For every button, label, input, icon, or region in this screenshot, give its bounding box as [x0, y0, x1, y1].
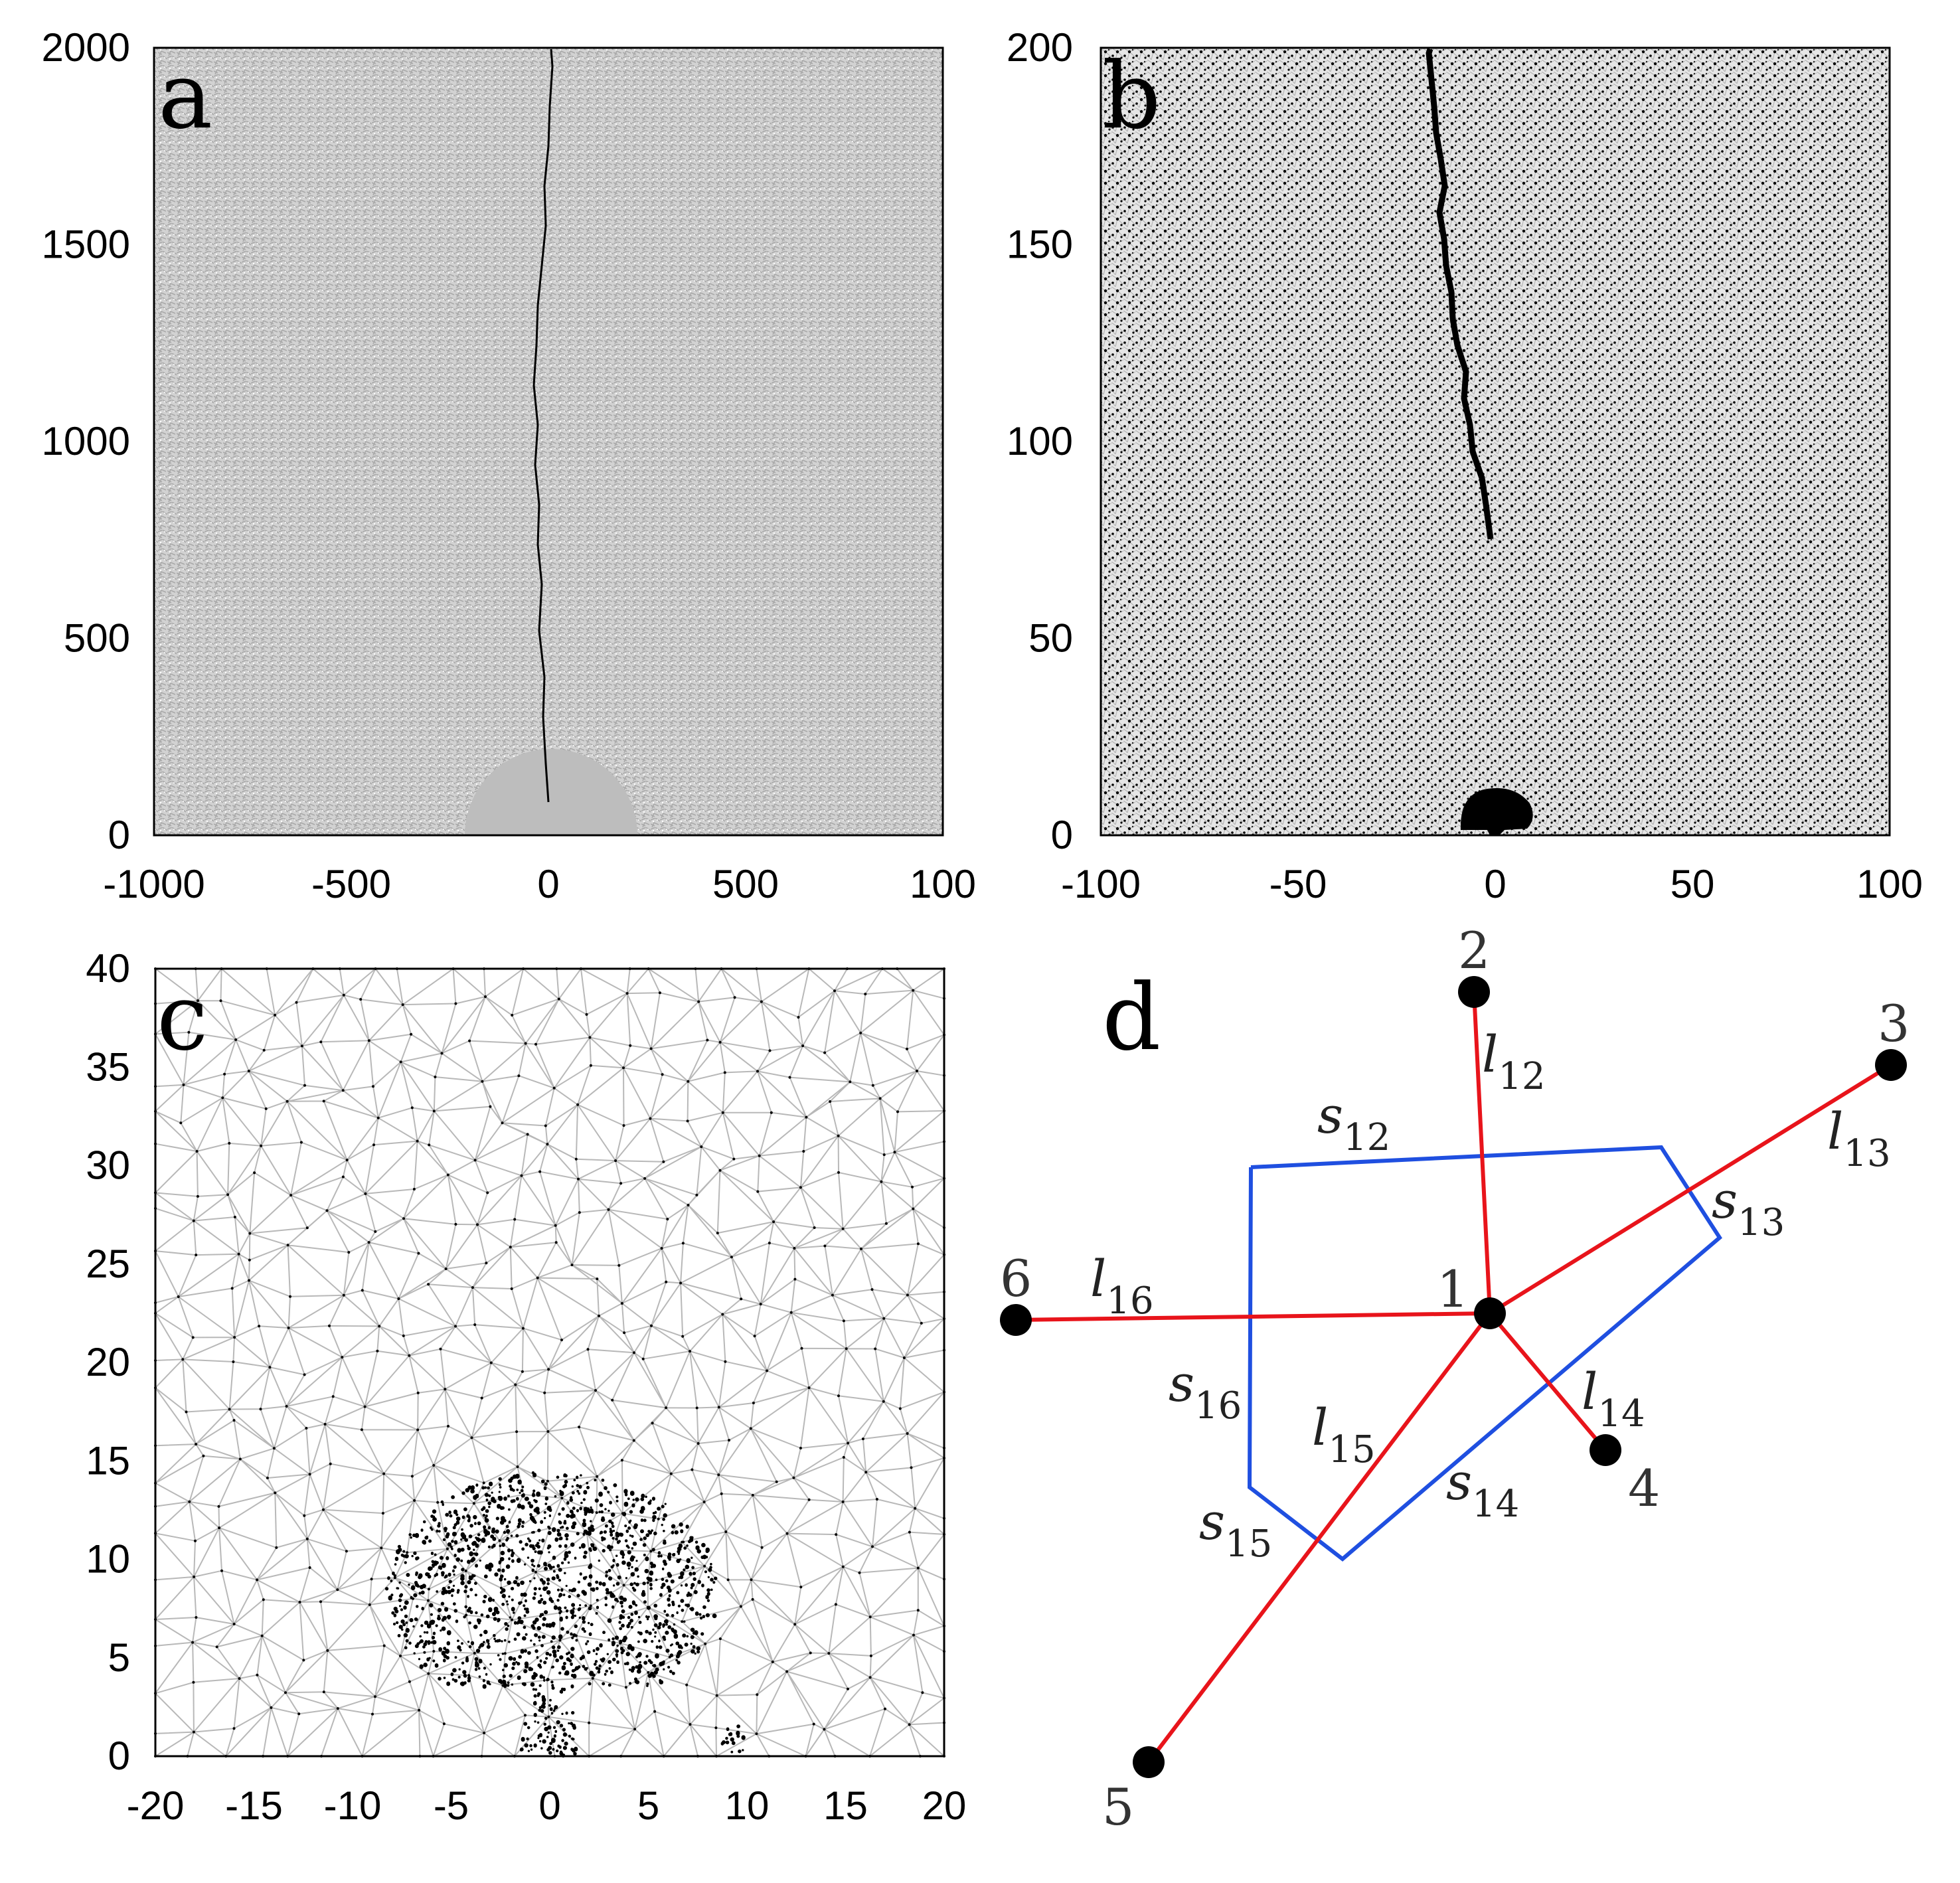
panel-b-x-tick-label: -50: [1269, 862, 1327, 906]
panel-d: d 1 2 3 4 5 6 l12 l13 l14 l15 l16 s12 s1…: [1000, 921, 1910, 1837]
side-label-s16: s16: [1169, 1354, 1242, 1428]
panel-b-crack: [1426, 48, 1494, 540]
node-label-3: 3: [1878, 994, 1910, 1053]
panel-a-plot-area: [154, 48, 943, 835]
panel-c-label: c: [157, 964, 208, 1071]
cell-boundary: [1247, 1145, 1722, 1562]
panel-a-seed-disc: [465, 749, 637, 835]
panel-c-y-tick-label: 30: [86, 1143, 130, 1188]
panel-b-y-tick-label: 0: [1051, 813, 1073, 857]
panel-c-x-tick-label: 0: [538, 1783, 560, 1828]
panel-b: b -100 -50 0 50 100 0 50 100 150 200: [1007, 25, 1923, 906]
panel-c-x-tick-label: -20: [127, 1783, 185, 1828]
edge-label-l12: l12: [1482, 1024, 1546, 1098]
panel-b-x-ticks: -100 -50 0 50 100: [1061, 862, 1923, 906]
panel-b-plot-area: [1101, 48, 1890, 835]
panel-a-y-tick-label: 500: [64, 616, 130, 661]
panel-b-x-tick-label: 0: [1484, 862, 1506, 906]
panel-c-x-ticks: -20 -15 -10 -5 0 5 10 15 20: [127, 1783, 967, 1828]
node-5: [1133, 1746, 1165, 1778]
panel-a-y-tick-label: 0: [108, 813, 130, 857]
edge-label-l13: l13: [1827, 1102, 1891, 1175]
panel-c-x-tick-label: 10: [725, 1783, 770, 1828]
edge-l16: [1015, 1311, 1491, 1322]
panel-c-y-tick-label: 15: [86, 1438, 130, 1483]
node-label-1: 1: [1437, 1260, 1469, 1319]
panel-b-frame: [1100, 46, 1891, 837]
panel-c-tree-cluster: [384, 1471, 746, 1758]
panel-b-y-tick-label: 100: [1007, 419, 1073, 463]
node-6: [1000, 1304, 1032, 1336]
edge-label-l14: l14: [1582, 1362, 1645, 1435]
panel-a-x-tick-label: -500: [311, 862, 391, 906]
panel-c-x-tick-label: -15: [225, 1783, 283, 1828]
panel-b-y-tick-label: 150: [1007, 222, 1073, 267]
edge-l12: [1472, 991, 1492, 1314]
panel-a-x-tick-label: -1000: [103, 862, 204, 906]
panel-a-y-ticks: 0 500 1000 1500 2000: [42, 25, 130, 857]
panel-a-x-tick-label: 0: [537, 862, 559, 906]
node-1: [1474, 1297, 1506, 1329]
panel-b-x-tick-label: 50: [1671, 862, 1715, 906]
panel-c-y-tick-label: 0: [108, 1734, 130, 1778]
panel-c-x-tick-label: -5: [434, 1783, 469, 1828]
side-label-s14: s14: [1446, 1452, 1519, 1526]
side-label-s12: s12: [1317, 1086, 1390, 1159]
panel-a-label: a: [158, 42, 212, 149]
panel-c-y-tick-label: 35: [86, 1044, 130, 1089]
panel-a-x-ticks: -1000 -500 0 500 100: [103, 862, 976, 906]
edge-l14: [1488, 1312, 1607, 1451]
node-label-6: 6: [1000, 1249, 1032, 1308]
panel-c-frame: [154, 967, 945, 1758]
panel-a-x-tick-label: 500: [712, 862, 779, 906]
panel-a-crack: [532, 48, 554, 803]
edge-label-l15: l15: [1312, 1398, 1376, 1471]
node-4: [1590, 1434, 1621, 1466]
panel-a-x-tick-label: 100: [910, 862, 976, 906]
panel-a-y-tick-label: 1500: [42, 222, 130, 267]
panel-c-tree-dots: [384, 1471, 746, 1758]
panel-b-seed-blob: [1460, 787, 1533, 835]
panel-a-frame: [153, 46, 944, 837]
edge-l15: [1147, 1312, 1492, 1763]
edge-label-l16: l16: [1090, 1249, 1154, 1323]
node-2: [1458, 976, 1490, 1008]
panel-c-y-ticks: 0 5 10 15 20 25 30 35 40: [86, 946, 130, 1778]
panel-c-x-tick-label: 5: [637, 1783, 659, 1828]
panel-b-y-tick-label: 50: [1028, 616, 1073, 661]
panel-b-x-tick-label: -100: [1061, 862, 1141, 906]
node-label-4: 4: [1628, 1459, 1660, 1518]
panel-b-label: b: [1102, 42, 1161, 149]
panel-a-y-tick-label: 1000: [42, 419, 130, 463]
panel-c-x-tick-label: 20: [922, 1783, 967, 1828]
panel-d-label: d: [1102, 964, 1161, 1071]
node-3: [1875, 1049, 1907, 1081]
node-label-5: 5: [1102, 1777, 1134, 1837]
panel-b-y-ticks: 0 50 100 150 200: [1007, 25, 1073, 857]
panel-c-y-tick-label: 10: [86, 1537, 130, 1582]
panel-c-y-tick-label: 25: [86, 1242, 130, 1286]
panel-c-x-tick-label: 15: [823, 1783, 868, 1828]
panel-b-x-tick-label: 100: [1856, 862, 1923, 906]
panel-c-x-tick-label: -10: [324, 1783, 382, 1828]
edge-l13: [1489, 1063, 1892, 1315]
panel-c-y-tick-label: 40: [86, 946, 130, 991]
side-label-s13: s13: [1712, 1171, 1785, 1244]
panel-b-y-tick-label: 200: [1007, 25, 1073, 70]
panel-c-y-tick-label: 20: [86, 1340, 130, 1384]
panel-c-y-tick-label: 5: [108, 1635, 130, 1680]
panel-a-y-tick-label: 2000: [42, 25, 130, 70]
node-label-2: 2: [1458, 921, 1490, 980]
side-label-s15: s15: [1199, 1492, 1272, 1566]
panel-c: c -20 -15 -10 -5 0 5 10 15 20 0 5 10 15 20 25 30 35 40: [86, 946, 966, 1828]
